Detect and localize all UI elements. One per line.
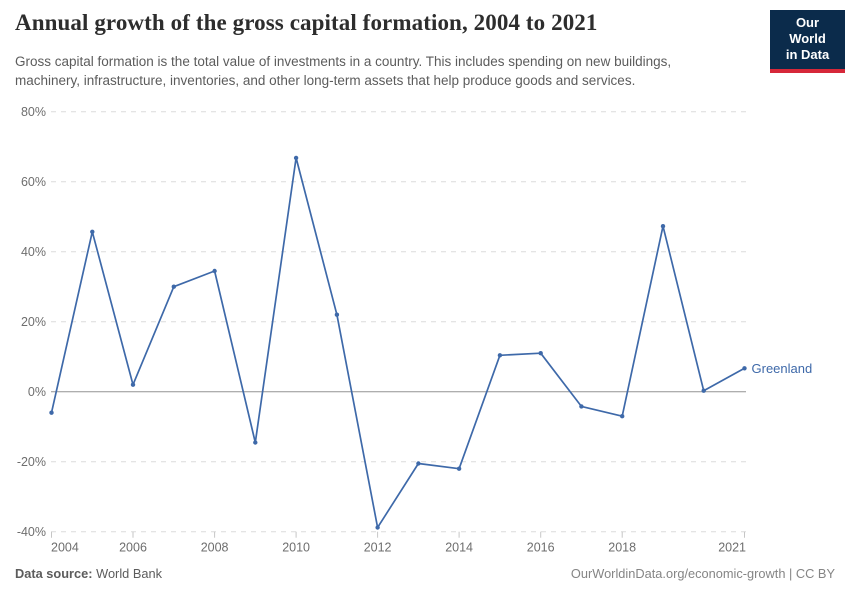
chart-subtitle: Gross capital formation is the total val… xyxy=(15,54,672,88)
owid-logo-line1: Our World xyxy=(789,15,826,46)
x-axis-label: 2006 xyxy=(119,541,147,555)
data-point[interactable] xyxy=(579,404,584,409)
x-axis-label: 2018 xyxy=(608,541,636,555)
series-end-label: Greenland xyxy=(752,361,813,376)
data-point[interactable] xyxy=(456,466,462,471)
data-point[interactable] xyxy=(212,268,217,274)
y-axis-label: 0% xyxy=(28,385,46,399)
data-source-value: World Bank xyxy=(96,566,163,581)
data-point[interactable] xyxy=(130,382,136,387)
chart-footer: Data source: World Bank OurWorldinData.o… xyxy=(15,566,835,581)
x-axis-label: 2010 xyxy=(282,541,310,555)
data-point[interactable] xyxy=(334,312,340,317)
data-point[interactable] xyxy=(620,414,625,419)
data-source: Data source: World Bank xyxy=(15,566,162,581)
data-point[interactable] xyxy=(742,366,747,371)
y-axis-label: -40% xyxy=(17,525,46,539)
owid-logo-line2: in Data xyxy=(785,47,830,62)
x-axis-label: 2004 xyxy=(51,541,79,555)
data-point[interactable] xyxy=(538,351,543,356)
x-axis-label: 2008 xyxy=(201,541,229,555)
y-axis-label: -20% xyxy=(17,455,46,469)
owid-logo[interactable]: Our World in Data xyxy=(770,10,845,73)
data-point[interactable] xyxy=(49,410,54,415)
x-axis-label: 2021 xyxy=(718,541,746,555)
data-point[interactable] xyxy=(375,525,380,530)
series-line-greenland[interactable] xyxy=(50,157,745,529)
data-point[interactable] xyxy=(293,155,299,161)
data-point[interactable] xyxy=(416,461,421,466)
data-point[interactable] xyxy=(497,353,503,358)
data-point[interactable] xyxy=(701,388,706,393)
data-point[interactable] xyxy=(90,229,95,234)
y-axis-label: 60% xyxy=(21,175,46,189)
x-axis-label: 2014 xyxy=(445,541,473,555)
x-axis-label: 2016 xyxy=(527,541,555,555)
data-source-label: Data source: xyxy=(15,566,93,581)
y-axis-label: 40% xyxy=(21,245,46,259)
y-axis-label: 80% xyxy=(21,105,46,119)
y-axis-label: 20% xyxy=(21,315,46,329)
data-point[interactable] xyxy=(171,284,176,289)
x-axis-label: 2012 xyxy=(364,541,392,555)
data-point[interactable] xyxy=(660,224,666,229)
data-point[interactable] xyxy=(253,440,258,445)
page-title: Annual growth of the gross capital forma… xyxy=(15,10,598,35)
attribution-link[interactable]: OurWorldinData.org/economic-growth | CC … xyxy=(570,566,835,581)
